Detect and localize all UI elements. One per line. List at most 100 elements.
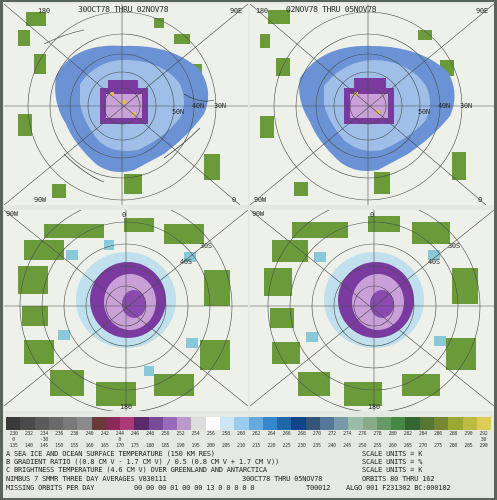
scale-value: 265 xyxy=(403,443,412,449)
scale-value: 270 xyxy=(312,431,321,437)
color-swatch xyxy=(391,417,406,430)
scale-value: -30 xyxy=(39,437,48,443)
color-swatch xyxy=(105,417,121,430)
lon-label-bottom-left: 90W xyxy=(254,196,266,204)
legend-e-algo: ALGO 001 F231302 BC:000182 xyxy=(346,484,451,492)
scale-value: 260 xyxy=(237,431,245,437)
color-swatch xyxy=(205,417,220,430)
panel-north-2: 02NOV78 THRU 05NOV78 180 90E 90W 0 50N 4… xyxy=(250,4,494,205)
color-swatch xyxy=(405,417,420,430)
date-range-label: 30OCT78 THRU 02NOV78 xyxy=(78,5,169,14)
scale-value: 230 xyxy=(297,443,306,449)
scale-value: 276 xyxy=(358,431,367,437)
legend-b-units: SCALE UNITS = % xyxy=(362,458,423,466)
scale-value: 248 xyxy=(146,431,154,437)
scale-value: 250 xyxy=(161,431,170,437)
lon-label-bottom-left: 90W xyxy=(34,196,46,204)
color-swatch xyxy=(91,417,106,430)
color-swatch xyxy=(376,417,392,430)
color-swatch xyxy=(462,417,477,430)
color-swatch xyxy=(348,417,363,430)
legend-line-b: B GRADIENT RATIO ((0.8 CM V - 1.7 CM V) … xyxy=(6,458,491,466)
scale-value: 160 xyxy=(85,443,94,449)
lon-label-bottom: 180 xyxy=(120,403,132,411)
legend-e-code: T00012 xyxy=(306,484,331,492)
scale-value: 240 xyxy=(85,431,94,437)
scale-value: 30 xyxy=(480,437,487,443)
scale-value: 262 xyxy=(252,431,260,437)
scale-value: 234 xyxy=(39,431,48,437)
scale-value: 145 xyxy=(39,443,48,449)
scale-value: 165 xyxy=(100,443,109,449)
lat-label-30s: 30S xyxy=(448,242,460,250)
legend-e-text: MISSING ORBITS PER DAY xyxy=(6,484,95,492)
scale-value: 245 xyxy=(343,443,351,449)
legend-e-values: 00 00 00 01 00 00 13 0 0 0 0 0 xyxy=(134,484,255,492)
scale-value: 0 xyxy=(118,437,121,443)
legend-a-text: A SEA ICE AND OCEAN SURFACE TEMPERATURE … xyxy=(6,450,215,458)
color-swatch xyxy=(234,417,249,430)
legend-c-text: C BRIGHTNESS TEMPERATURE (4.6 CM V) OVER… xyxy=(6,466,267,474)
color-swatch xyxy=(419,417,434,430)
scale-value: 280 xyxy=(449,443,458,449)
color-swatch xyxy=(277,417,292,430)
scale-value: 225 xyxy=(282,443,291,449)
scale-value: 210 xyxy=(237,443,245,449)
lon-label-right: 90E xyxy=(476,7,488,15)
color-swatch xyxy=(148,417,163,430)
scale-value: 230 xyxy=(9,431,18,437)
lat-label-30n: 30N xyxy=(214,102,226,110)
lon-label-right: 90E xyxy=(230,7,242,15)
scale-row-b: 135 140 145 150 155 160 165 170 175 180 185 190 195 2… xyxy=(6,443,491,449)
legend-line-e: MISSING ORBITS PER DAY 00 00 00 01 00 00… xyxy=(6,484,491,492)
legend-c-units: SCALE UNITS = K xyxy=(362,466,423,474)
lat-label-40n: 40N xyxy=(192,102,204,110)
color-swatch xyxy=(48,417,64,430)
lon-label-bottom-right: 0 xyxy=(232,196,236,204)
color-swatch xyxy=(77,417,92,430)
scale-value: 284 xyxy=(418,431,427,437)
color-swatch xyxy=(448,417,463,430)
panel-south-1: 0 90W 180 30S 40S xyxy=(4,210,248,411)
lat-label-40s: 40S xyxy=(180,258,192,266)
legend-line-d: NIMBUS 7 SMMR THREE DAY AVERAGES V830111… xyxy=(6,475,491,483)
legend-d-text: NIMBUS 7 SMMR THREE DAY AVERAGES V830111 xyxy=(6,475,167,483)
lat-label-40n: 40N xyxy=(438,102,450,110)
scale-value: 250 xyxy=(358,443,367,449)
color-swatch xyxy=(305,417,320,430)
lon-label-left: 90W xyxy=(252,210,264,218)
scale-row-a2: 0 -30 0 30 xyxy=(6,437,491,443)
scale-value: 236 xyxy=(55,431,63,437)
scale-value: 260 xyxy=(388,443,397,449)
scale-value: 290 xyxy=(479,443,488,449)
date-range-label: 02NOV78 THRU 05NOV78 xyxy=(286,5,377,14)
legend-line-a: A SEA ICE AND OCEAN SURFACE TEMPERATURE … xyxy=(6,450,491,458)
scale-value: 195 xyxy=(191,443,200,449)
color-swatch xyxy=(319,417,335,430)
color-swatch xyxy=(134,417,149,430)
scale-value: 180 xyxy=(146,443,154,449)
color-swatch xyxy=(433,417,449,430)
scale-value: 155 xyxy=(70,443,79,449)
scale-value: 170 xyxy=(115,443,124,449)
color-swatch xyxy=(177,417,192,430)
legend-d-orbits: ORBITS 80 THRU 162 xyxy=(362,475,435,483)
scale-value: 238 xyxy=(70,431,79,437)
color-scale-bar xyxy=(6,417,492,430)
scale-value: 235 xyxy=(312,443,321,449)
color-swatch xyxy=(476,417,492,430)
scale-value: 150 xyxy=(55,443,63,449)
scale-value: 232 xyxy=(24,431,33,437)
color-swatch xyxy=(191,417,206,430)
lon-label-bottom-right: 0 xyxy=(478,196,482,204)
scale-value: 244 xyxy=(115,431,124,437)
scale-value: 266 xyxy=(282,431,291,437)
scale-value: 256 xyxy=(206,431,215,437)
scale-value: 242 xyxy=(100,431,109,437)
lat-label-30n: 30N xyxy=(460,102,472,110)
lat-label-50n: 50N xyxy=(418,108,430,116)
legend-a-units: SCALE UNITS = K xyxy=(362,450,423,458)
scale-value: 268 xyxy=(297,431,306,437)
scale-value: 252 xyxy=(176,431,185,437)
legend-d-dates: 30OCT78 THRU 05NOV78 xyxy=(242,475,323,483)
